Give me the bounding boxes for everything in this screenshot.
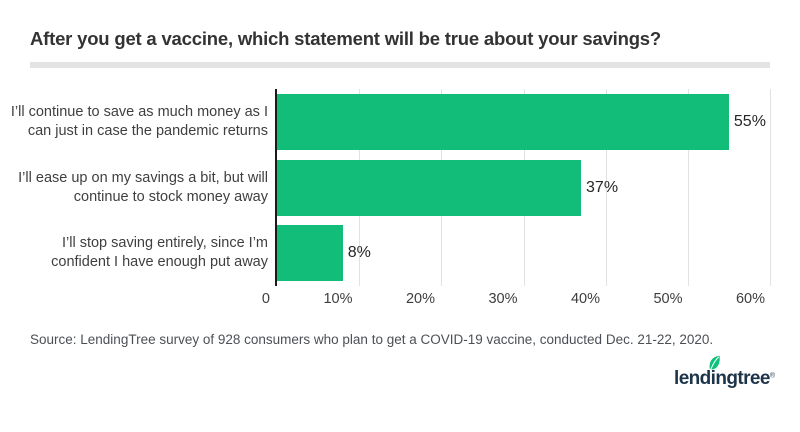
bar bbox=[277, 93, 729, 150]
leaf-icon bbox=[707, 355, 722, 371]
category-label-line: can just in case the pandemic returns bbox=[27, 122, 268, 139]
x-tick-label: 10% bbox=[323, 291, 353, 307]
bar-value-label: 55% bbox=[733, 112, 766, 130]
category-label-line: confident I have enough put away bbox=[51, 254, 268, 271]
x-tick-label: 40% bbox=[570, 291, 600, 307]
bar-rows: 55% 37% 8% bbox=[277, 89, 770, 286]
x-tick-label: 50% bbox=[653, 291, 683, 307]
x-axis-ticks: 0 10% 20% 30% 40% 50% 60% bbox=[262, 286, 770, 308]
source-note: Source: LendingTree survey of 928 consum… bbox=[30, 332, 714, 347]
x-tick-label: 0 bbox=[261, 291, 270, 307]
bar bbox=[277, 225, 343, 282]
title-divider bbox=[30, 62, 770, 68]
category-label: I’ll ease up on my savings a bit, but wi… bbox=[18, 155, 268, 221]
bar-value-label: 8% bbox=[347, 244, 371, 262]
registered-mark: ® bbox=[769, 372, 775, 380]
chart-title: After you get a vaccine, which statement… bbox=[30, 28, 661, 49]
bar-row: 8% bbox=[277, 220, 770, 286]
bar-chart: I’ll continue to save as much money as I… bbox=[11, 89, 771, 308]
x-tick-label: 20% bbox=[405, 291, 435, 307]
bar-value-label: 37% bbox=[586, 178, 619, 196]
logo-wordmark: lendingtree bbox=[674, 368, 770, 389]
category-labels-column: I’ll continue to save as much money as I… bbox=[11, 89, 268, 286]
x-tick-label: 30% bbox=[488, 291, 518, 307]
logo-row: lendingtree® bbox=[0, 355, 775, 390]
bar-row: 37% bbox=[277, 155, 770, 221]
gridline bbox=[605, 89, 607, 286]
plot-area: 55% 37% 8% bbox=[275, 89, 771, 286]
gridline bbox=[770, 89, 771, 286]
category-label: I’ll continue to save as much money as I… bbox=[11, 89, 268, 155]
bar bbox=[277, 159, 582, 216]
lendingtree-logo: lendingtree® bbox=[674, 355, 775, 390]
category-label-line: I’ll continue to save as much money as I bbox=[10, 103, 268, 120]
infographic-page: After you get a vaccine, which statement… bbox=[0, 28, 800, 390]
gridline bbox=[687, 89, 689, 286]
category-label-line: continue to stock money away bbox=[73, 188, 268, 205]
x-tick-label: 60% bbox=[735, 291, 765, 307]
category-label-line: I’ll stop saving entirely, since I’m bbox=[61, 235, 268, 252]
bar-row: 55% bbox=[277, 89, 770, 155]
category-label: I’ll stop saving entirely, since I’m conf… bbox=[30, 220, 268, 286]
category-label-line: I’ll ease up on my savings a bit, but wi… bbox=[18, 169, 268, 186]
